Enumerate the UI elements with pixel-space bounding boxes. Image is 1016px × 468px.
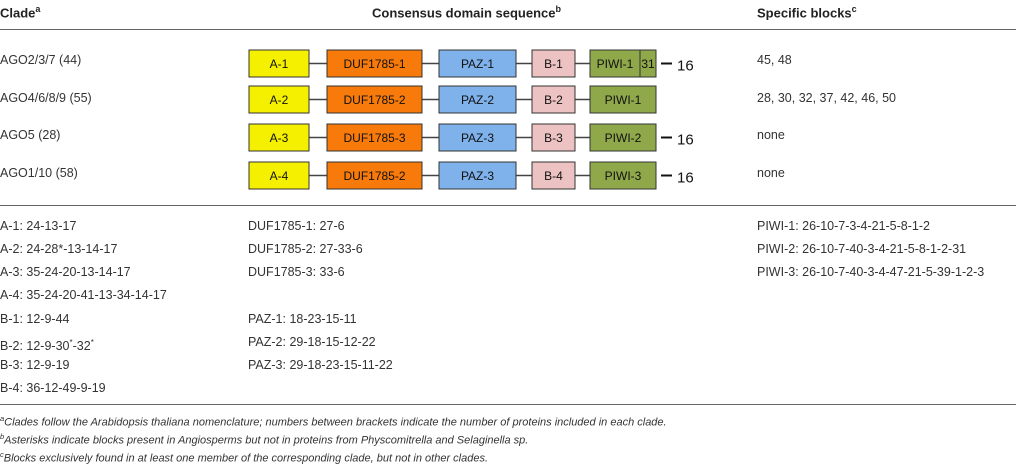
domain-paz-box xyxy=(438,85,517,114)
footnote-c: cBlocks exclusively found in at least on… xyxy=(0,450,489,465)
clade-cell: AGO5 (28) xyxy=(0,128,61,142)
domain-label: PAZ-1 xyxy=(461,57,494,71)
domain-duf-box xyxy=(326,49,423,78)
domain-label: PIWI-1 xyxy=(597,57,634,71)
domain-paz-box xyxy=(438,49,517,78)
domain-paz-box xyxy=(438,123,517,152)
block-item: PAZ-3: 29-18-23-15-11-22 xyxy=(248,358,393,372)
domain-piwi-box xyxy=(589,49,657,78)
block-item: A-1: 24-13-17 xyxy=(0,219,77,233)
clade-cell: AGO4/6/8/9 (55) xyxy=(0,91,92,105)
block-item: PIWI-2: 26-10-7-40-3-4-21-5-8-1-2-31 xyxy=(757,242,967,256)
domain-duf-box xyxy=(326,161,423,190)
domain-label: A-3 xyxy=(270,131,289,145)
domain-label: DUF1785-1 xyxy=(343,57,405,71)
domain-label: B-3 xyxy=(544,131,563,145)
domain-a-box xyxy=(248,123,310,152)
block-item: A-2: 24-28*-13-14-17 xyxy=(0,242,118,256)
domain-label: B-1 xyxy=(544,57,563,71)
domain-diagram: A-1 DUF1785-1 PAZ-1 B-1 PIWI-1 31 16 A-2 DUF1785… xyxy=(248,49,694,190)
tail-label: 16 xyxy=(677,170,694,187)
domain-duf-box xyxy=(326,85,423,114)
domain-label: PAZ-3 xyxy=(461,131,494,145)
domain-label: A-1 xyxy=(270,57,289,71)
specific-cell: none xyxy=(757,128,785,142)
domain-label: PAZ-2 xyxy=(461,93,494,107)
tail-label: 16 xyxy=(677,132,694,149)
block-item: DUF1785-1: 27-6 xyxy=(248,219,345,233)
domain-label: 31 xyxy=(641,57,655,71)
domain-label: B-2 xyxy=(544,93,563,107)
domain-label: B-4 xyxy=(544,169,563,183)
header-clade: Cladea xyxy=(0,4,41,21)
domain-label: PIWI-3 xyxy=(605,169,642,183)
middle-rule xyxy=(0,205,1016,206)
footnote-a: aClades follow the Arabidopsis thaliana … xyxy=(0,414,667,429)
domain-piwi-box xyxy=(589,85,657,114)
header-specific: Specific blocksc xyxy=(757,4,857,21)
top-rule xyxy=(0,29,1016,30)
domain-piwi-box xyxy=(589,161,657,190)
domain-b-box xyxy=(531,85,576,114)
block-item: A-3: 35-24-20-13-14-17 xyxy=(0,265,131,279)
block-item: B-3: 12-9-19 xyxy=(0,358,70,372)
specific-cell: none xyxy=(757,166,785,180)
domain-b-box xyxy=(531,161,576,190)
bottom-rule xyxy=(0,404,1016,405)
block-item: DUF1785-3: 33-6 xyxy=(248,265,345,279)
block-item: PIWI-3: 26-10-7-40-3-4-47-21-5-39-1-2-3 xyxy=(757,265,985,279)
block-item: A-4: 35-24-20-41-13-34-14-17 xyxy=(0,288,167,302)
domain-paz-box xyxy=(438,161,517,190)
domain-label: PIWI-2 xyxy=(605,131,642,145)
domain-label: DUF1785-2 xyxy=(343,169,405,183)
clade-cell: AGO2/3/7 (44) xyxy=(0,53,82,67)
specific-cell: 28, 30, 32, 37, 42, 46, 50 xyxy=(757,91,897,105)
domain-label: A-4 xyxy=(270,169,289,183)
domain-b-box xyxy=(531,123,576,152)
block-item: B-2: 12-9-30*-32* xyxy=(0,338,94,354)
header-consensus: Consensus domain sequenceb xyxy=(372,4,561,21)
block-item: PAZ-2: 29-18-15-12-22 xyxy=(248,335,376,349)
domain-label: A-2 xyxy=(270,93,289,107)
clade-cell: AGO1/10 (58) xyxy=(0,166,78,180)
block-item: PIWI-1: 26-10-7-3-4-21-5-8-1-2 xyxy=(757,219,930,233)
tail-label: 16 xyxy=(677,58,694,75)
domain-label: DUF1785-3 xyxy=(343,131,405,145)
domain-label: PIWI-1 xyxy=(605,93,642,107)
domain-a-box xyxy=(248,85,310,114)
block-item: DUF1785-2: 27-33-6 xyxy=(248,242,363,256)
domain-label: PAZ-3 xyxy=(461,169,494,183)
specific-cell: 45, 48 xyxy=(757,53,792,67)
domain-piwi-box xyxy=(589,123,657,152)
block-item: B-4: 36-12-49-9-19 xyxy=(0,381,106,395)
block-item: B-1: 12-9-44 xyxy=(0,312,70,326)
domain-a-box xyxy=(248,161,310,190)
block-item: PAZ-1: 18-23-15-11 xyxy=(248,312,357,326)
domain-label: DUF1785-2 xyxy=(343,93,405,107)
domain-duf-box xyxy=(326,123,423,152)
domain-b-box xyxy=(531,49,576,78)
footnote-b: bAsterisks indicate blocks present in An… xyxy=(0,432,529,447)
domain-a-box xyxy=(248,49,310,78)
